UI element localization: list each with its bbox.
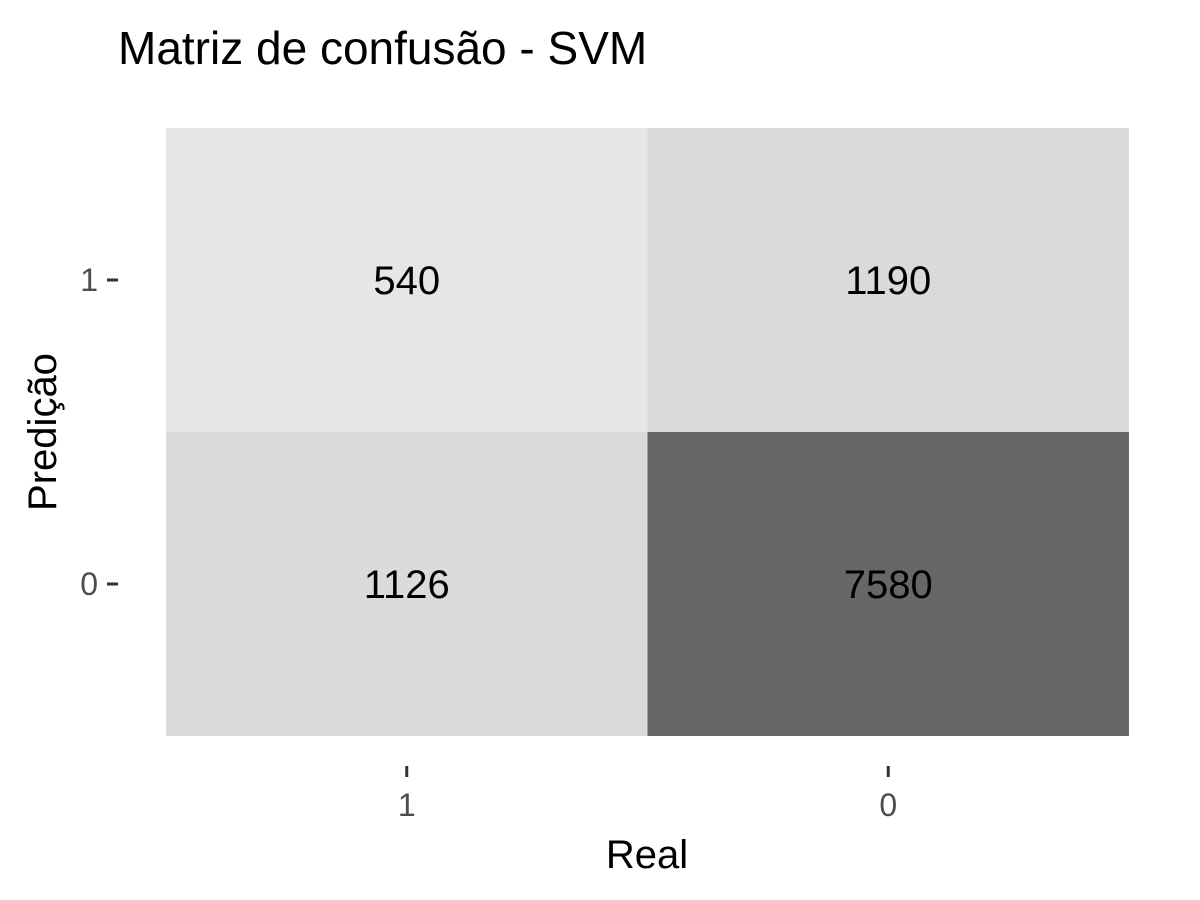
y-tick-label: 1 [80,262,98,298]
heatmap-cell-1-1 [166,128,648,432]
heatmap-cell-1-0 [647,128,1129,432]
cell-value-label: 1126 [364,563,450,607]
y-axis: 10 [80,262,118,602]
heatmap-cells [166,128,1129,736]
cell-value-label: 7580 [844,563,933,607]
y-axis-title: Predição [21,353,65,511]
chart-title: Matriz de confusão - SVM [118,22,647,74]
y-tick-label: 0 [80,566,98,602]
x-tick-label: 0 [879,787,897,823]
heatmap-cell-0-0 [647,432,1129,736]
heatmap-cell-0-1 [166,432,648,736]
cell-value-label: 1190 [845,259,931,303]
heatmap-cell-labels: 540 1190 1126 7580 [364,259,933,607]
x-axis-title: Real [606,833,688,877]
cell-value-label: 540 [373,259,440,303]
x-tick-label: 1 [398,787,416,823]
